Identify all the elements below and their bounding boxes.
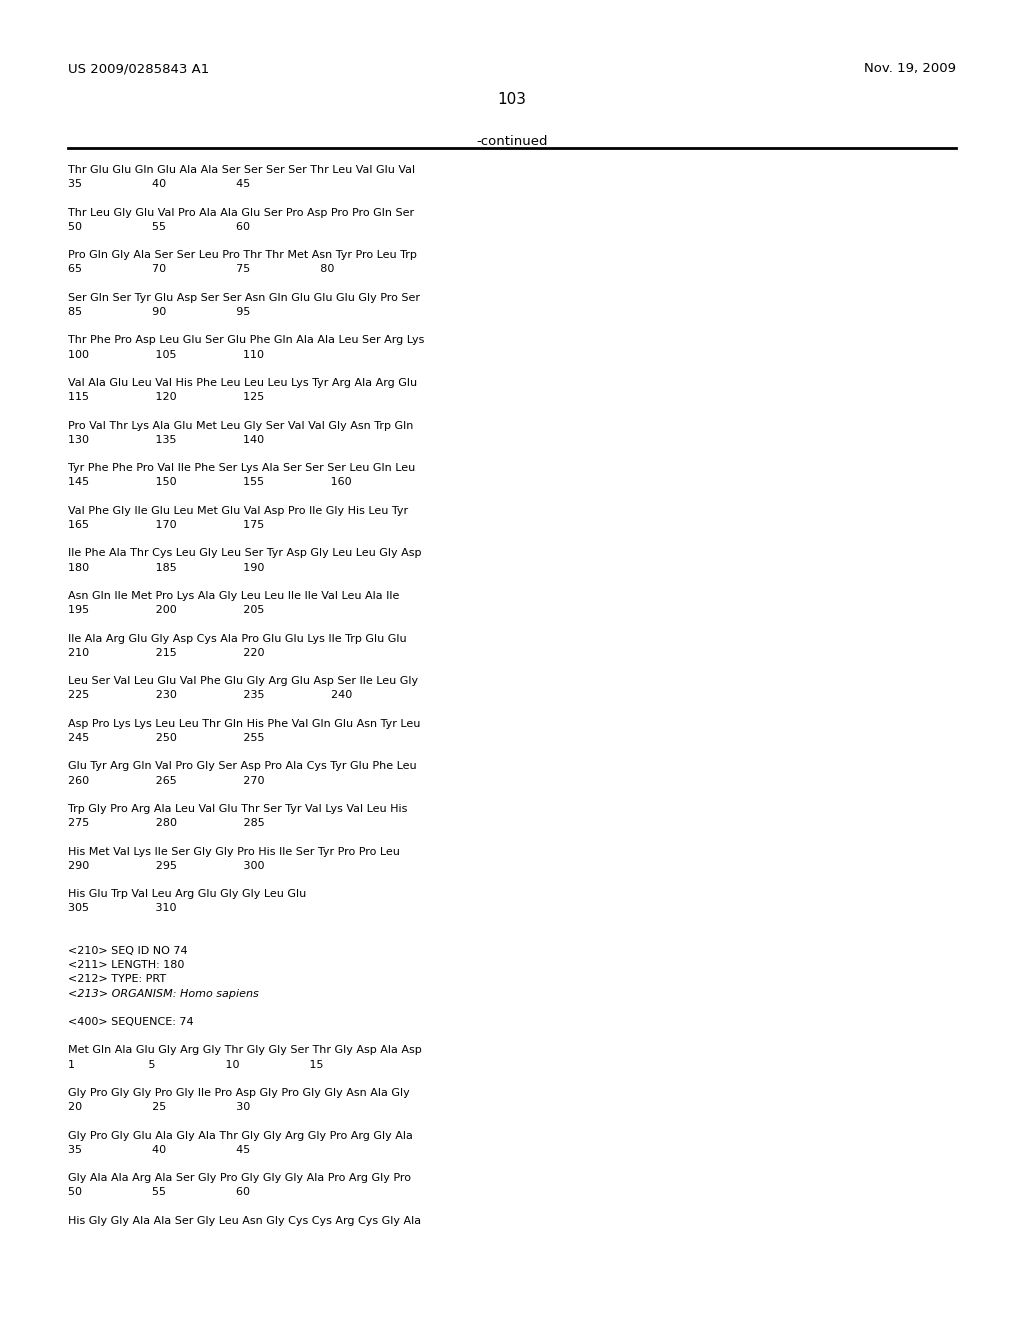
Text: 100                   105                   110: 100 105 110 (68, 350, 264, 359)
Text: 85                    90                    95: 85 90 95 (68, 308, 251, 317)
Text: 35                    40                    45: 35 40 45 (68, 1144, 250, 1155)
Text: 210                   215                   220: 210 215 220 (68, 648, 264, 657)
Text: 103: 103 (498, 92, 526, 107)
Text: Trp Gly Pro Arg Ala Leu Val Glu Thr Ser Tyr Val Lys Val Leu His: Trp Gly Pro Arg Ala Leu Val Glu Thr Ser … (68, 804, 408, 814)
Text: Met Gln Ala Glu Gly Arg Gly Thr Gly Gly Ser Thr Gly Asp Ala Asp: Met Gln Ala Glu Gly Arg Gly Thr Gly Gly … (68, 1045, 422, 1056)
Text: <211> LENGTH: 180: <211> LENGTH: 180 (68, 960, 184, 970)
Text: Thr Leu Gly Glu Val Pro Ala Ala Glu Ser Pro Asp Pro Pro Gln Ser: Thr Leu Gly Glu Val Pro Ala Ala Glu Ser … (68, 207, 414, 218)
Text: US 2009/0285843 A1: US 2009/0285843 A1 (68, 62, 209, 75)
Text: 165                   170                   175: 165 170 175 (68, 520, 264, 531)
Text: Gly Ala Ala Arg Ala Ser Gly Pro Gly Gly Gly Ala Pro Arg Gly Pro: Gly Ala Ala Arg Ala Ser Gly Pro Gly Gly … (68, 1173, 411, 1183)
Text: Asp Pro Lys Lys Leu Leu Thr Gln His Phe Val Gln Glu Asn Tyr Leu: Asp Pro Lys Lys Leu Leu Thr Gln His Phe … (68, 719, 421, 729)
Text: Val Ala Glu Leu Val His Phe Leu Leu Leu Lys Tyr Arg Ala Arg Glu: Val Ala Glu Leu Val His Phe Leu Leu Leu … (68, 378, 417, 388)
Text: Asn Gln Ile Met Pro Lys Ala Gly Leu Leu Ile Ile Val Leu Ala Ile: Asn Gln Ile Met Pro Lys Ala Gly Leu Leu … (68, 591, 399, 601)
Text: 115                   120                   125: 115 120 125 (68, 392, 264, 403)
Text: 180                   185                   190: 180 185 190 (68, 562, 264, 573)
Text: 275                   280                   285: 275 280 285 (68, 818, 265, 828)
Text: Tyr Phe Phe Pro Val Ile Phe Ser Lys Ala Ser Ser Ser Leu Gln Leu: Tyr Phe Phe Pro Val Ile Phe Ser Lys Ala … (68, 463, 416, 473)
Text: 225                   230                   235                   240: 225 230 235 240 (68, 690, 352, 701)
Text: Leu Ser Val Leu Glu Val Phe Glu Gly Arg Glu Asp Ser Ile Leu Gly: Leu Ser Val Leu Glu Val Phe Glu Gly Arg … (68, 676, 418, 686)
Text: Thr Phe Pro Asp Leu Glu Ser Glu Phe Gln Ala Ala Leu Ser Arg Lys: Thr Phe Pro Asp Leu Glu Ser Glu Phe Gln … (68, 335, 424, 346)
Text: Val Phe Gly Ile Glu Leu Met Glu Val Asp Pro Ile Gly His Leu Tyr: Val Phe Gly Ile Glu Leu Met Glu Val Asp … (68, 506, 409, 516)
Text: His Glu Trp Val Leu Arg Glu Gly Gly Leu Glu: His Glu Trp Val Leu Arg Glu Gly Gly Leu … (68, 890, 306, 899)
Text: <400> SEQUENCE: 74: <400> SEQUENCE: 74 (68, 1016, 194, 1027)
Text: Ser Gln Ser Tyr Glu Asp Ser Ser Asn Gln Glu Glu Glu Gly Pro Ser: Ser Gln Ser Tyr Glu Asp Ser Ser Asn Gln … (68, 293, 420, 302)
Text: Gly Pro Gly Gly Pro Gly Ile Pro Asp Gly Pro Gly Gly Asn Ala Gly: Gly Pro Gly Gly Pro Gly Ile Pro Asp Gly … (68, 1088, 410, 1098)
Text: Thr Glu Glu Gln Glu Ala Ala Ser Ser Ser Ser Thr Leu Val Glu Val: Thr Glu Glu Gln Glu Ala Ala Ser Ser Ser … (68, 165, 415, 176)
Text: Nov. 19, 2009: Nov. 19, 2009 (864, 62, 956, 75)
Text: 145                   150                   155                   160: 145 150 155 160 (68, 478, 351, 487)
Text: Ile Phe Ala Thr Cys Leu Gly Leu Ser Tyr Asp Gly Leu Leu Gly Asp: Ile Phe Ala Thr Cys Leu Gly Leu Ser Tyr … (68, 548, 422, 558)
Text: -continued: -continued (476, 135, 548, 148)
Text: Glu Tyr Arg Gln Val Pro Gly Ser Asp Pro Ala Cys Tyr Glu Phe Leu: Glu Tyr Arg Gln Val Pro Gly Ser Asp Pro … (68, 762, 417, 771)
Text: 1                     5                    10                    15: 1 5 10 15 (68, 1060, 324, 1069)
Text: His Met Val Lys Ile Ser Gly Gly Pro His Ile Ser Tyr Pro Pro Leu: His Met Val Lys Ile Ser Gly Gly Pro His … (68, 846, 400, 857)
Text: 290                   295                   300: 290 295 300 (68, 861, 264, 871)
Text: 50                    55                    60: 50 55 60 (68, 222, 250, 232)
Text: 305                   310: 305 310 (68, 903, 176, 913)
Text: Ile Ala Arg Glu Gly Asp Cys Ala Pro Glu Glu Lys Ile Trp Glu Glu: Ile Ala Arg Glu Gly Asp Cys Ala Pro Glu … (68, 634, 407, 644)
Text: Gly Pro Gly Glu Ala Gly Ala Thr Gly Gly Arg Gly Pro Arg Gly Ala: Gly Pro Gly Glu Ala Gly Ala Thr Gly Gly … (68, 1131, 413, 1140)
Text: 65                    70                    75                    80: 65 70 75 80 (68, 264, 335, 275)
Text: 195                   200                   205: 195 200 205 (68, 605, 264, 615)
Text: 20                    25                    30: 20 25 30 (68, 1102, 250, 1113)
Text: 50                    55                    60: 50 55 60 (68, 1188, 250, 1197)
Text: 245                   250                   255: 245 250 255 (68, 733, 264, 743)
Text: <212> TYPE: PRT: <212> TYPE: PRT (68, 974, 166, 985)
Text: His Gly Gly Ala Ala Ser Gly Leu Asn Gly Cys Cys Arg Cys Gly Ala: His Gly Gly Ala Ala Ser Gly Leu Asn Gly … (68, 1216, 421, 1226)
Text: Pro Val Thr Lys Ala Glu Met Leu Gly Ser Val Val Gly Asn Trp Gln: Pro Val Thr Lys Ala Glu Met Leu Gly Ser … (68, 421, 414, 430)
Text: 35                    40                    45: 35 40 45 (68, 180, 250, 189)
Text: 130                   135                   140: 130 135 140 (68, 434, 264, 445)
Text: <213> ORGANISM: Homo sapiens: <213> ORGANISM: Homo sapiens (68, 989, 259, 999)
Text: Pro Gln Gly Ala Ser Ser Leu Pro Thr Thr Met Asn Tyr Pro Leu Trp: Pro Gln Gly Ala Ser Ser Leu Pro Thr Thr … (68, 251, 417, 260)
Text: 260                   265                   270: 260 265 270 (68, 776, 264, 785)
Text: <210> SEQ ID NO 74: <210> SEQ ID NO 74 (68, 946, 187, 956)
